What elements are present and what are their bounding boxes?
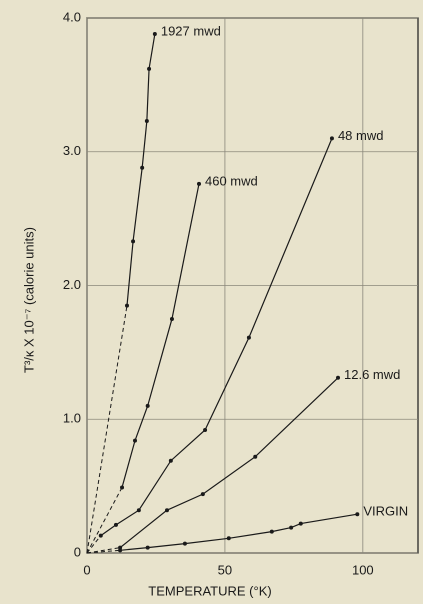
data-point bbox=[120, 485, 125, 490]
data-point bbox=[168, 458, 173, 463]
extrapolation bbox=[86, 535, 102, 554]
data-point bbox=[226, 536, 231, 541]
x-tick-label: 50 bbox=[218, 562, 232, 577]
data-point bbox=[136, 508, 141, 513]
y-tick-label: 0 bbox=[74, 544, 81, 559]
data-point bbox=[203, 427, 208, 432]
data-point bbox=[118, 548, 123, 553]
series-label: 1927 mwd bbox=[161, 23, 221, 38]
data-point bbox=[269, 529, 274, 534]
x-axis-label: TEMPERATURE (°K) bbox=[148, 583, 271, 598]
extrapolation bbox=[86, 549, 121, 554]
x-tick-label: 0 bbox=[83, 562, 90, 577]
data-point bbox=[98, 533, 103, 538]
data-point bbox=[336, 375, 341, 380]
data-point bbox=[140, 165, 145, 170]
data-point bbox=[355, 512, 360, 517]
series-label: 460 mwd bbox=[205, 173, 258, 188]
series-label: VIRGIN bbox=[363, 504, 408, 519]
data-point bbox=[144, 118, 149, 123]
data-point bbox=[113, 522, 118, 527]
data-point bbox=[246, 335, 251, 340]
data-point bbox=[145, 545, 150, 550]
data-point bbox=[147, 66, 152, 71]
data-point bbox=[131, 239, 136, 244]
data-point bbox=[298, 521, 303, 526]
extrapolation bbox=[86, 487, 123, 554]
x-tick-label: 100 bbox=[352, 562, 374, 577]
data-point bbox=[200, 492, 205, 497]
data-point bbox=[124, 303, 129, 308]
data-point bbox=[329, 136, 334, 141]
data-point bbox=[152, 32, 157, 37]
series-label: 48 mwd bbox=[338, 128, 384, 143]
data-point bbox=[253, 454, 258, 459]
series-line bbox=[126, 33, 156, 306]
series-line bbox=[119, 377, 339, 549]
data-point bbox=[289, 525, 294, 530]
y-tick-label: 2.0 bbox=[63, 277, 81, 292]
series-label: 12.6 mwd bbox=[344, 367, 400, 382]
y-axis-label: T³/κ X 10⁻⁷ (calorie units) bbox=[21, 227, 36, 373]
y-tick-label: 4.0 bbox=[63, 9, 81, 24]
extrapolation bbox=[86, 547, 121, 554]
data-point bbox=[182, 541, 187, 546]
data-point bbox=[169, 316, 174, 321]
y-tick-label: 1.0 bbox=[63, 411, 81, 426]
data-point bbox=[145, 403, 150, 408]
y-tick-label: 3.0 bbox=[63, 143, 81, 158]
series-line bbox=[100, 138, 333, 537]
data-point bbox=[132, 438, 137, 443]
data-point bbox=[164, 508, 169, 513]
data-point bbox=[196, 181, 201, 186]
